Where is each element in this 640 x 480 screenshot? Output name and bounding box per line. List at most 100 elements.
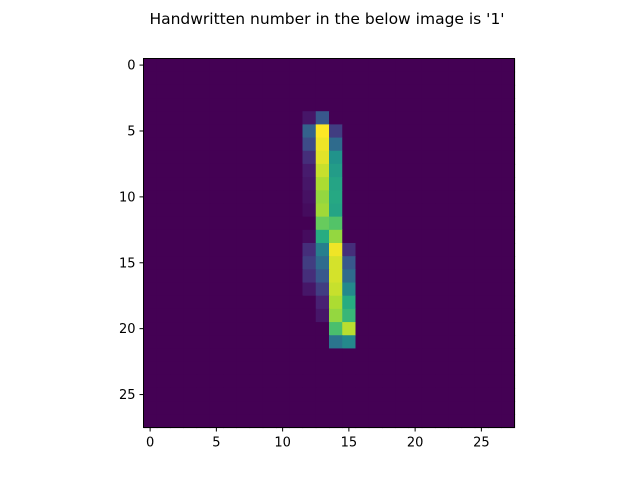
heatmap-cell — [289, 150, 304, 165]
heatmap-cell — [223, 216, 237, 231]
heatmap-cell — [143, 124, 158, 139]
heatmap-cell — [143, 163, 158, 178]
heatmap-cell — [183, 71, 198, 86]
heatmap-cell — [209, 163, 224, 178]
heatmap-cell — [183, 282, 198, 297]
heatmap-cell — [408, 124, 423, 139]
heatmap-cell — [488, 374, 502, 389]
heatmap-cell — [435, 203, 449, 218]
heatmap-cell — [368, 137, 383, 152]
heatmap-cell — [368, 269, 383, 284]
heatmap-cell — [276, 256, 290, 270]
heatmap-cell — [262, 243, 277, 257]
heatmap-cell — [170, 295, 184, 310]
heatmap-cell — [196, 177, 211, 191]
heatmap-cell — [382, 190, 396, 205]
heatmap-cell — [302, 282, 317, 297]
heatmap-cell — [156, 361, 171, 376]
heatmap-cell — [435, 177, 449, 191]
heatmap-cell — [488, 150, 502, 165]
heatmap-cell — [382, 269, 396, 284]
heatmap-cell — [315, 348, 330, 363]
heatmap-cell — [461, 256, 476, 270]
heatmap-cell — [236, 137, 251, 152]
heatmap-cell — [448, 361, 463, 376]
heatmap-cell — [289, 269, 304, 284]
heatmap-cell — [395, 203, 410, 218]
heatmap-cell — [209, 58, 224, 73]
heatmap-cell — [395, 269, 410, 284]
heatmap-cell — [355, 150, 370, 165]
y-axis-ticks: 0 5 10 15 20 25 — [119, 59, 144, 403]
heatmap-cell — [395, 282, 410, 297]
heatmap-cell — [196, 414, 211, 429]
heatmap-cell — [276, 401, 290, 415]
heatmap-cell — [156, 163, 171, 178]
heatmap-cell — [368, 229, 383, 244]
heatmap-cell — [170, 58, 184, 73]
heatmap-cell — [170, 322, 184, 336]
heatmap-cell — [421, 335, 436, 350]
heatmap-cell — [421, 203, 436, 218]
heatmap-cell — [461, 295, 476, 310]
heatmap-cell — [474, 190, 489, 205]
heatmap-cell — [461, 71, 476, 86]
heatmap-cell — [276, 229, 290, 244]
heatmap-cell — [143, 137, 158, 152]
heatmap-cell — [249, 229, 264, 244]
heatmap-cell — [143, 58, 158, 73]
heatmap-cell — [209, 150, 224, 165]
heatmap-cell — [474, 216, 489, 231]
heatmap-cell — [355, 401, 370, 415]
heatmap-cell — [461, 216, 476, 231]
heatmap-cell — [170, 348, 184, 363]
heatmap-cell — [196, 374, 211, 389]
heatmap-cell — [408, 229, 423, 244]
heatmap-cell — [315, 163, 330, 178]
heatmap-cell — [395, 335, 410, 350]
heatmap-cell — [474, 58, 489, 73]
heatmap-cell — [249, 98, 264, 112]
heatmap-cell — [209, 98, 224, 112]
heatmap-cell — [488, 269, 502, 284]
heatmap-cell — [435, 190, 449, 205]
heatmap-cell — [183, 216, 198, 231]
heatmap-cell — [342, 335, 357, 350]
heatmap-cell — [156, 203, 171, 218]
heatmap-cell — [289, 203, 304, 218]
heatmap-cell — [302, 269, 317, 284]
heatmap-cell — [461, 229, 476, 244]
heatmap-cell — [382, 387, 396, 402]
heatmap-cell — [262, 124, 277, 139]
heatmap-cell — [355, 203, 370, 218]
heatmap-cell — [236, 71, 251, 86]
heatmap-cell — [329, 414, 343, 429]
heatmap-cell — [421, 137, 436, 152]
heatmap-cell — [461, 374, 476, 389]
heatmap-cell — [223, 361, 237, 376]
heatmap-cell — [435, 361, 449, 376]
heatmap-cell — [170, 229, 184, 244]
heatmap-cell — [501, 150, 516, 165]
heatmap-cell — [329, 282, 343, 297]
heatmap-cell — [249, 361, 264, 376]
heatmap-cell — [501, 401, 516, 415]
heatmap-cell — [302, 308, 317, 323]
heatmap-cell — [488, 243, 502, 257]
heatmap-cell — [501, 84, 516, 99]
heatmap-cell — [395, 98, 410, 112]
heatmap-cell — [236, 401, 251, 415]
heatmap-cell — [395, 414, 410, 429]
heatmap-cell — [236, 84, 251, 99]
heatmap-cell — [196, 322, 211, 336]
heatmap-cell — [236, 150, 251, 165]
heatmap-cell — [342, 98, 357, 112]
heatmap-cell — [474, 243, 489, 257]
heatmap-cell — [170, 401, 184, 415]
heatmap-cell — [448, 308, 463, 323]
heatmap-cell — [183, 348, 198, 363]
heatmap-cell — [143, 111, 158, 125]
heatmap-cell — [276, 335, 290, 350]
heatmap-cell — [170, 137, 184, 152]
heatmap-cell — [223, 401, 237, 415]
